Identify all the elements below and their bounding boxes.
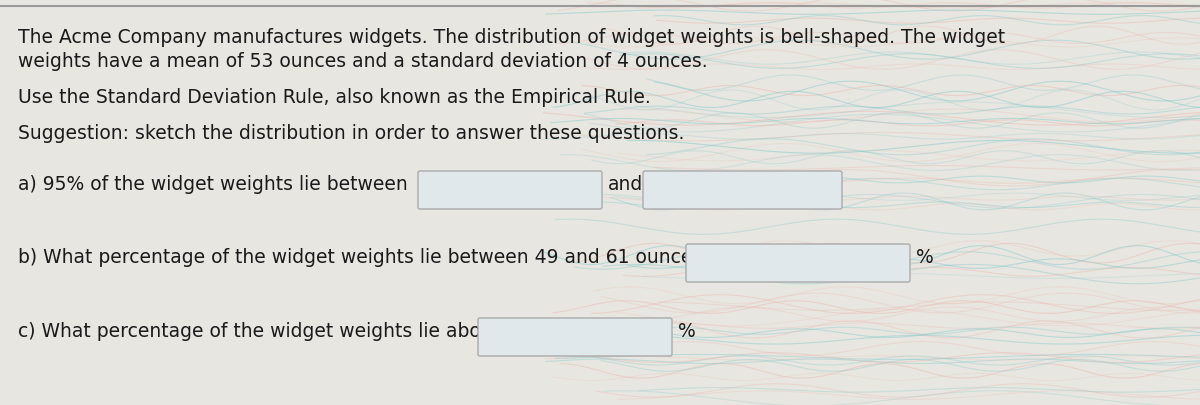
FancyBboxPatch shape bbox=[686, 244, 910, 282]
FancyBboxPatch shape bbox=[478, 318, 672, 356]
FancyBboxPatch shape bbox=[418, 171, 602, 209]
Text: a) 95% of the widget weights lie between: a) 95% of the widget weights lie between bbox=[18, 175, 408, 194]
Text: The Acme Company manufactures widgets. The distribution of widget weights is bel: The Acme Company manufactures widgets. T… bbox=[18, 28, 1006, 47]
Text: %: % bbox=[916, 248, 934, 267]
Text: and: and bbox=[608, 175, 643, 194]
Text: Use the Standard Deviation Rule, also known as the Empirical Rule.: Use the Standard Deviation Rule, also kn… bbox=[18, 88, 650, 107]
Text: weights have a mean of 53 ounces and a standard deviation of 4 ounces.: weights have a mean of 53 ounces and a s… bbox=[18, 52, 708, 71]
Text: b) What percentage of the widget weights lie between 49 and 61 ounces?: b) What percentage of the widget weights… bbox=[18, 248, 713, 267]
Text: %: % bbox=[678, 322, 696, 341]
Text: c) What percentage of the widget weights lie above 41 ?: c) What percentage of the widget weights… bbox=[18, 322, 550, 341]
FancyBboxPatch shape bbox=[643, 171, 842, 209]
Text: Suggestion: sketch the distribution in order to answer these questions.: Suggestion: sketch the distribution in o… bbox=[18, 124, 684, 143]
